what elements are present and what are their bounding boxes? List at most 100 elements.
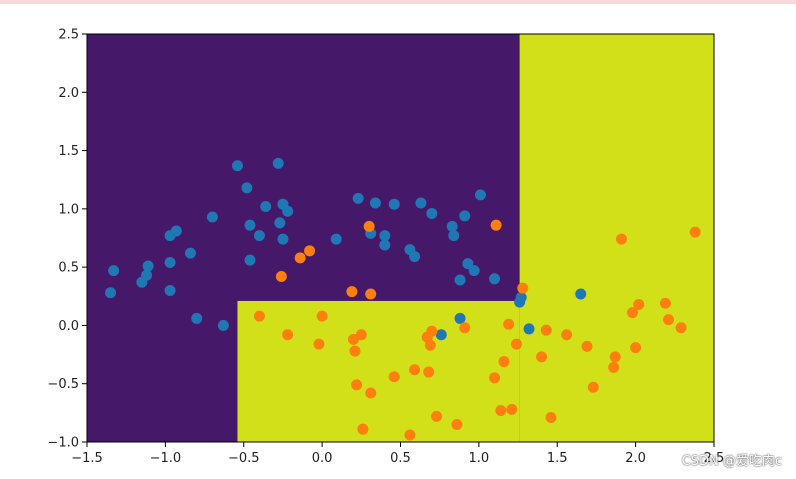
point-s1-7 — [346, 286, 358, 298]
point-s1-34 — [536, 351, 548, 363]
point-s0-29 — [379, 239, 391, 251]
point-s0-7 — [164, 256, 176, 268]
point-s1-27 — [490, 219, 502, 231]
x-tick-label: 0.0 — [312, 451, 333, 466]
x-tick-label: 2.5 — [704, 451, 725, 466]
point-s0-27 — [369, 197, 381, 209]
x-tick-label: 1.5 — [547, 451, 568, 466]
x-axis: −1.5 −1.0 −0.5 0.0 0.5 1.0 1.5 2.0 2.5 — [71, 442, 724, 466]
point-s0-30 — [388, 198, 400, 210]
point-s1-35 — [540, 324, 552, 336]
point-s1-29 — [498, 356, 510, 368]
point-s1-45 — [633, 298, 645, 310]
point-s1-25 — [459, 322, 471, 334]
point-s0-39 — [462, 258, 474, 270]
series-0 — [105, 157, 587, 341]
x-tick-label: −1.0 — [150, 451, 182, 466]
point-s0-47 — [523, 323, 535, 335]
point-s1-9 — [349, 345, 361, 357]
point-s1-22 — [426, 325, 438, 337]
point-s0-13 — [231, 160, 243, 172]
point-s1-41 — [609, 351, 621, 363]
decision-regions — [87, 34, 714, 442]
point-s0-42 — [489, 273, 501, 285]
y-tick-label: 0.0 — [58, 319, 79, 334]
x-tick-label: −1.5 — [71, 451, 103, 466]
point-s0-46 — [515, 291, 527, 303]
point-s0-11 — [206, 211, 218, 223]
point-s0-9 — [184, 247, 196, 259]
point-s1-0 — [253, 310, 265, 322]
y-tick-label: 1.0 — [58, 202, 79, 217]
point-s0-48 — [575, 288, 587, 300]
y-tick-label: 0.5 — [58, 261, 79, 276]
point-s1-10 — [351, 379, 363, 391]
y-tick-label: 2.0 — [58, 86, 79, 101]
point-s1-2 — [282, 329, 294, 341]
point-s0-20 — [274, 217, 286, 229]
point-s1-3 — [294, 252, 306, 264]
point-s1-31 — [506, 403, 518, 415]
point-s1-47 — [663, 314, 675, 326]
point-s1-15 — [365, 387, 377, 399]
point-s1-28 — [495, 405, 507, 417]
point-s1-43 — [626, 307, 638, 319]
point-s0-18 — [260, 201, 272, 213]
point-s1-14 — [365, 288, 377, 300]
point-s1-48 — [675, 322, 687, 334]
point-s1-39 — [587, 381, 599, 393]
point-s0-8 — [164, 284, 176, 296]
point-s0-36 — [448, 230, 460, 242]
point-s0-37 — [454, 274, 466, 286]
point-s1-23 — [431, 410, 443, 422]
point-s0-4 — [142, 260, 154, 272]
x-tick-label: −0.5 — [228, 451, 260, 466]
point-s0-34 — [426, 208, 438, 220]
point-s0-19 — [272, 157, 284, 169]
point-s1-40 — [608, 361, 620, 373]
point-s0-12 — [217, 319, 229, 331]
y-tick-label: 1.5 — [58, 144, 79, 159]
y-tick-label: 2.5 — [58, 28, 79, 43]
point-s0-16 — [244, 254, 256, 266]
point-s0-17 — [253, 230, 265, 242]
x-tick-label: 1.0 — [469, 451, 490, 466]
point-s1-26 — [489, 372, 501, 384]
point-s0-38 — [459, 210, 471, 222]
point-s1-18 — [409, 364, 421, 376]
top-strip — [0, 0, 796, 4]
point-s1-38 — [581, 340, 593, 352]
point-s0-23 — [277, 233, 289, 245]
point-s1-30 — [503, 318, 515, 330]
point-s0-44 — [454, 312, 466, 324]
data-points — [105, 157, 701, 441]
point-s0-40 — [468, 265, 480, 277]
point-s0-32 — [409, 251, 421, 263]
watermark: CSDN @爱吃肉c — [681, 454, 782, 469]
point-s0-10 — [191, 312, 203, 324]
point-s1-12 — [357, 423, 369, 435]
series-1 — [253, 219, 701, 441]
point-s1-24 — [451, 419, 463, 431]
point-s0-41 — [474, 189, 486, 201]
point-s0-0 — [108, 265, 120, 277]
point-s0-1 — [105, 287, 117, 299]
region-class-1-part-2 — [237, 300, 520, 442]
point-s1-32 — [510, 338, 522, 350]
x-tick-label: 2.0 — [625, 451, 646, 466]
point-s1-21 — [424, 339, 436, 351]
point-s0-33 — [415, 197, 427, 209]
y-tick-label: −0.5 — [47, 377, 79, 392]
y-tick-label: −1.0 — [47, 436, 79, 451]
point-s1-13 — [363, 220, 375, 232]
point-s0-3 — [141, 269, 153, 281]
point-s0-28 — [379, 230, 391, 242]
point-s1-6 — [316, 310, 328, 322]
point-s0-6 — [170, 225, 182, 237]
point-s0-22 — [282, 205, 294, 217]
point-s1-44 — [630, 342, 642, 354]
point-s1-46 — [659, 297, 671, 309]
point-s1-20 — [423, 366, 435, 378]
y-axis: −1.0 −0.5 0.0 0.5 1.0 1.5 2.0 2.5 — [47, 28, 87, 451]
